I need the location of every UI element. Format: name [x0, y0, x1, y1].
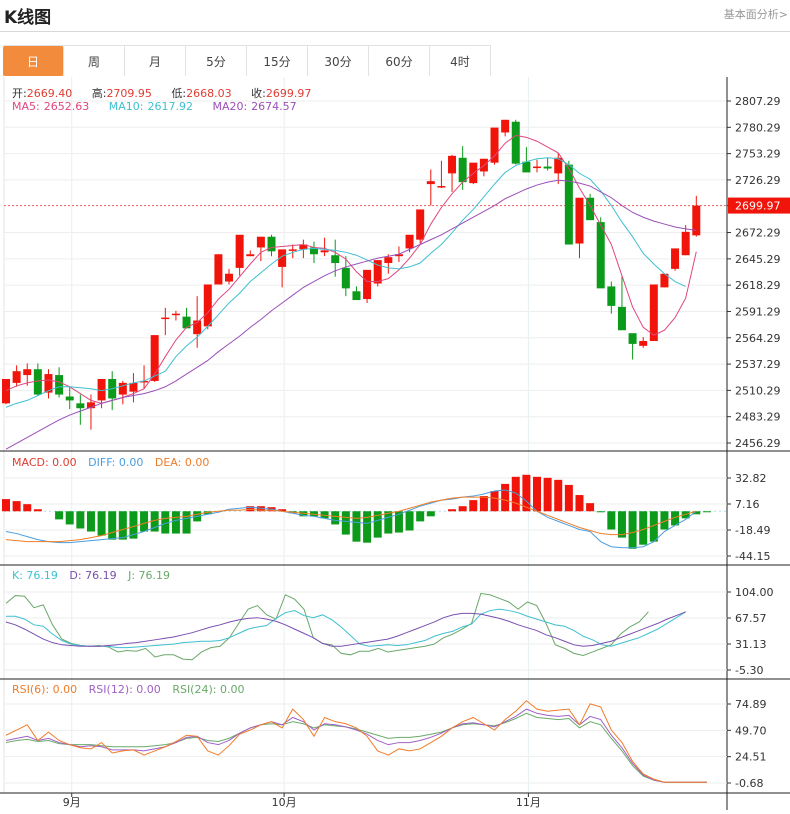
- tab-0[interactable]: 日: [3, 46, 64, 76]
- macd-value: MACD: 0.00: [12, 456, 77, 469]
- svg-text:2780.29: 2780.29: [735, 121, 781, 134]
- tab-5[interactable]: 30分: [308, 46, 369, 76]
- svg-text:2510.29: 2510.29: [735, 384, 781, 397]
- rsi12-value: RSI(12): 0.00: [88, 683, 161, 696]
- svg-text:2699.97: 2699.97: [735, 200, 781, 213]
- svg-text:2537.29: 2537.29: [735, 358, 781, 371]
- svg-text:104.00: 104.00: [735, 586, 774, 599]
- svg-text:2483.29: 2483.29: [735, 411, 781, 424]
- kdj-legend: K: 76.19 D: 76.19 J: 76.19: [12, 569, 178, 582]
- svg-text:2564.29: 2564.29: [735, 332, 781, 345]
- tab-2[interactable]: 月: [125, 46, 186, 76]
- rsi-legend: RSI(6): 0.00 RSI(12): 0.00 RSI(24): 0.00: [12, 683, 252, 696]
- period-tabs: 日周月 5分 15分 30分 60分 4时: [3, 45, 491, 76]
- candles: [2, 119, 701, 430]
- diff-value: DIFF: 0.00: [88, 456, 144, 469]
- svg-text:2618.29: 2618.29: [735, 279, 781, 292]
- svg-text:-44.15: -44.15: [735, 550, 770, 563]
- header: K线图 基本面分析>: [0, 0, 790, 32]
- svg-text:2456.29: 2456.29: [735, 437, 781, 450]
- month-label: 9月: [63, 796, 81, 809]
- ma10-value: MA10: 2617.92: [108, 100, 193, 113]
- tab-3[interactable]: 5分: [186, 46, 247, 76]
- svg-text:2672.29: 2672.29: [735, 227, 781, 240]
- macd-legend: MACD: 0.00 DIFF: 0.00 DEA: 0.00: [12, 456, 217, 469]
- svg-text:-18.49: -18.49: [735, 524, 770, 537]
- j-value: J: 76.19: [128, 569, 171, 582]
- svg-text:2753.29: 2753.29: [735, 148, 781, 161]
- dea-value: DEA: 0.00: [154, 456, 210, 469]
- kline-chart[interactable]: 2807.29 2780.29 2753.29 2726.29 2672.29 2645.…: [0, 77, 790, 810]
- svg-text:31.13: 31.13: [735, 638, 767, 651]
- svg-text:24.51: 24.51: [735, 751, 767, 764]
- tab-4[interactable]: 15分: [247, 46, 308, 76]
- rsi24-value: RSI(24): 0.00: [172, 683, 245, 696]
- svg-text:2645.29: 2645.29: [735, 253, 781, 266]
- tab-7[interactable]: 4时: [430, 46, 491, 76]
- ma-legend: MA5: 2652.63 MA10: 2617.92 MA20: 2674.57: [12, 100, 313, 113]
- svg-text:2591.29: 2591.29: [735, 305, 781, 318]
- tab-6[interactable]: 60分: [369, 46, 430, 76]
- tab-1[interactable]: 周: [64, 46, 125, 76]
- ma5-value: MA5: 2652.63: [12, 100, 90, 113]
- rsi6-value: RSI(6): 0.00: [12, 683, 78, 696]
- svg-text:2807.29: 2807.29: [735, 95, 781, 108]
- ma20-value: MA20: 2674.57: [212, 100, 297, 113]
- month-label: 10月: [272, 796, 297, 809]
- month-label: 11月: [516, 796, 541, 809]
- svg-text:-0.68: -0.68: [735, 777, 763, 790]
- fundamental-analysis-link[interactable]: 基本面分析>: [723, 8, 788, 21]
- svg-text:67.57: 67.57: [735, 612, 767, 625]
- svg-text:-5.30: -5.30: [735, 664, 763, 677]
- chart-canvas[interactable]: 2807.29 2780.29 2753.29 2726.29 2672.29 2645.…: [0, 77, 790, 810]
- page-title: K线图: [4, 8, 52, 28]
- d-value: D: 76.19: [69, 569, 117, 582]
- svg-text:74.89: 74.89: [735, 698, 767, 711]
- svg-text:32.82: 32.82: [735, 472, 767, 485]
- svg-text:7.16: 7.16: [735, 498, 760, 511]
- svg-text:2726.29: 2726.29: [735, 174, 781, 187]
- svg-text:49.70: 49.70: [735, 724, 767, 737]
- ohlc-legend: 开:2669.40 高:2709.95 低:2668.03 收:2699.97: [12, 87, 312, 100]
- k-value: K: 76.19: [12, 569, 58, 582]
